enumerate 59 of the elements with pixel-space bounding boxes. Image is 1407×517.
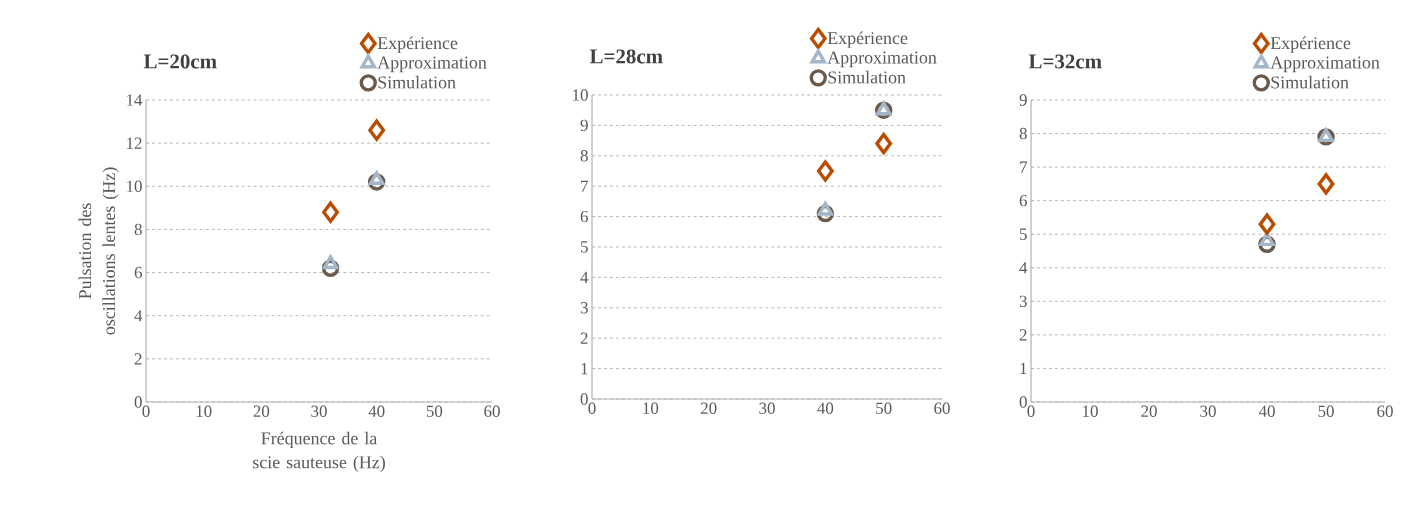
y-tick-label: 6 bbox=[580, 210, 588, 223]
y-tick-label: 4 bbox=[134, 310, 143, 322]
x-tick-label: 50 bbox=[876, 402, 892, 414]
x-tick-label: 20 bbox=[253, 405, 270, 417]
chart-title: L=28cm bbox=[589, 49, 663, 64]
y-tick-label: 5 bbox=[1020, 228, 1027, 240]
y-tick-label: 7 bbox=[1020, 161, 1028, 173]
x-tick-label: 60 bbox=[484, 405, 500, 417]
legend-label: Expérience bbox=[1270, 36, 1351, 53]
legend-label: Approximation bbox=[827, 51, 937, 68]
x-tick-label: 50 bbox=[426, 405, 443, 417]
legend-label: Simulation bbox=[378, 75, 456, 89]
y-tick-label: 1 bbox=[1020, 362, 1027, 375]
x-tick-label: 60 bbox=[1377, 405, 1393, 417]
legend-label: Approximation bbox=[1270, 56, 1380, 73]
x-tick-label: 20 bbox=[1141, 405, 1157, 417]
y-tick-label: 2 bbox=[580, 332, 588, 344]
y-axis-title: Pulsation des oscillations lentes (Hz) bbox=[78, 167, 119, 335]
y-tick-label: 3 bbox=[1019, 295, 1027, 308]
y-tick-label: 10 bbox=[573, 89, 588, 101]
y-tick-label: 8 bbox=[580, 150, 588, 162]
y-tick-label: 4 bbox=[580, 271, 589, 283]
y-tick-label: 0 bbox=[580, 393, 588, 405]
y-tick-label: 7 bbox=[581, 180, 589, 192]
y-tick-label: 6 bbox=[134, 266, 142, 279]
y-tick-label: 2 bbox=[1019, 329, 1027, 341]
y-tick-label: 9 bbox=[1019, 94, 1027, 106]
x-tick-label: 10 bbox=[643, 402, 659, 414]
x-tick-label: 10 bbox=[196, 405, 212, 417]
y-tick-label: 8 bbox=[134, 223, 142, 236]
y-tick-label: 4 bbox=[1019, 262, 1028, 274]
legend-label: Simulation bbox=[828, 70, 906, 84]
y-tick-label: 1 bbox=[581, 362, 588, 375]
y-tick-label: 8 bbox=[1019, 127, 1027, 140]
y-tick-label: 2 bbox=[134, 353, 142, 365]
chart-title: L=20cm bbox=[143, 54, 217, 69]
legend-label: Expérience bbox=[377, 36, 458, 53]
x-tick-label: 60 bbox=[934, 402, 950, 414]
x-tick-label: 20 bbox=[700, 402, 717, 414]
x-tick-label: 40 bbox=[817, 402, 834, 414]
legend-label: Simulation bbox=[1271, 75, 1349, 89]
y-tick-label: 3 bbox=[580, 302, 588, 314]
x-tick-label: 40 bbox=[368, 405, 385, 417]
x-tick-label: 30 bbox=[759, 402, 775, 414]
y-tick-label: 10 bbox=[127, 180, 142, 192]
legend-label: Approximation bbox=[377, 56, 487, 73]
x-tick-label: 40 bbox=[1258, 405, 1275, 417]
y-tick-label: 9 bbox=[580, 119, 588, 132]
x-tick-label: 30 bbox=[311, 405, 327, 417]
x-tick-label: 50 bbox=[1318, 405, 1334, 417]
y-tick-label: 6 bbox=[1019, 194, 1027, 207]
x-tick-label: 30 bbox=[1200, 405, 1216, 417]
x-tick-label: 10 bbox=[1083, 405, 1098, 417]
chart-title: L=32cm bbox=[1028, 54, 1102, 69]
y-tick-label: 5 bbox=[581, 241, 588, 253]
y-tick-label: 14 bbox=[127, 94, 143, 106]
x-axis-title: Fréquence de la scie sauteuse (Hz) bbox=[253, 431, 385, 472]
legend-label: Expérience bbox=[827, 31, 908, 48]
y-tick-label: 12 bbox=[127, 137, 142, 149]
